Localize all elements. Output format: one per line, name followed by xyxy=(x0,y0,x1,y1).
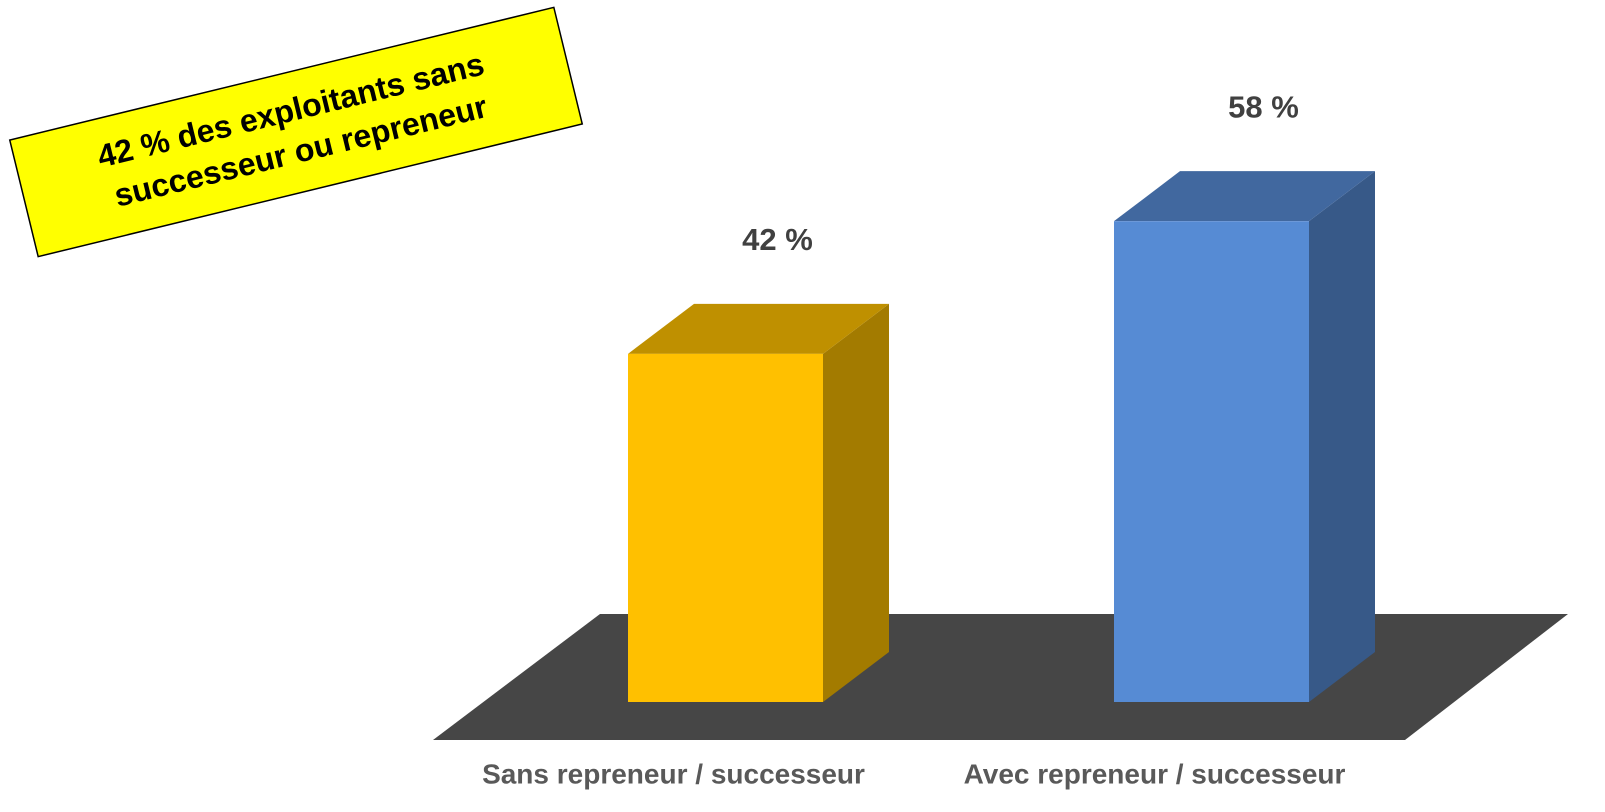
x-tick-label: Sans repreneur / successeur xyxy=(482,758,865,789)
bar-top xyxy=(628,303,889,354)
annotation-box: 42 % des exploitants sans successeur ou … xyxy=(8,6,584,258)
bar xyxy=(628,353,823,702)
bar xyxy=(1114,221,1309,702)
annotation-background xyxy=(8,6,584,258)
value-label: 42 % xyxy=(742,222,813,257)
bar-side xyxy=(823,303,889,702)
floor xyxy=(433,614,1568,740)
bar-top xyxy=(1114,171,1375,222)
bar-side xyxy=(1309,171,1375,702)
x-tick-label: Avec repreneur / successeur xyxy=(964,758,1346,789)
value-label: 58 % xyxy=(1228,89,1299,124)
